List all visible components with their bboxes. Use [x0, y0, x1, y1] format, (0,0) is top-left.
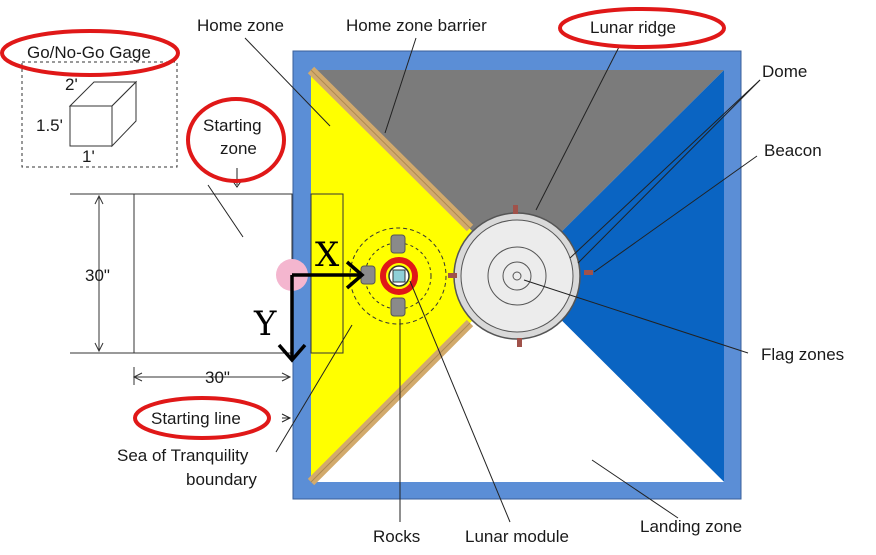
gage-frame — [21, 61, 178, 168]
label-landing-zone: Landing zone — [640, 517, 742, 536]
x-axis-label: X — [315, 235, 340, 275]
label-beacon: Beacon — [764, 141, 822, 160]
gage-dim-bottom: 1' — [82, 147, 95, 166]
label-sea-boundary-1: Sea of Tranquility — [117, 446, 249, 465]
label-flag-zones: Flag zones — [761, 345, 844, 364]
beacon — [517, 338, 522, 347]
label-sea-boundary-2: boundary — [186, 470, 257, 489]
highlight-starting-zone — [186, 97, 286, 183]
label-dome: Dome — [762, 62, 807, 81]
label-starting-line: Starting line — [151, 409, 241, 428]
leader-lines — [207, 37, 761, 523]
y-axis-label: Y — [253, 304, 277, 344]
label-home-zone-barrier: Home zone barrier — [346, 16, 487, 35]
label-lunar-ridge: Lunar ridge — [590, 18, 676, 37]
flag-zone-center — [512, 271, 522, 281]
label-home-zone: Home zone — [197, 16, 284, 35]
gage-dim-top: 2' — [65, 75, 78, 94]
label-gage: Go/No-Go Gage — [27, 43, 151, 62]
label-rocks: Rocks — [373, 527, 420, 546]
beacon — [513, 205, 518, 214]
lunar-ridge-zone — [311, 70, 724, 276]
label-starting-zone-2: zone — [220, 139, 257, 158]
label-starting-zone-1: Starting — [203, 116, 262, 135]
starting-zone-box — [133, 193, 293, 354]
dim-30-vertical: 30" — [85, 266, 110, 285]
highlight-gage — [0, 29, 180, 77]
rock — [390, 234, 406, 254]
white-zone — [311, 276, 724, 482]
highlight-starting-line — [133, 396, 271, 440]
highlight-lunar-ridge — [558, 7, 726, 49]
gage-dim-side: 1.5' — [36, 116, 63, 135]
beacon — [448, 273, 457, 278]
label-lunar-module: Lunar module — [465, 527, 569, 546]
gage-box — [68, 80, 138, 148]
beacon — [584, 270, 593, 275]
lunar-module-highlight — [380, 257, 418, 295]
rock — [390, 297, 406, 317]
dim-30-horizontal: 30" — [205, 368, 230, 387]
dark-zone — [517, 70, 724, 482]
